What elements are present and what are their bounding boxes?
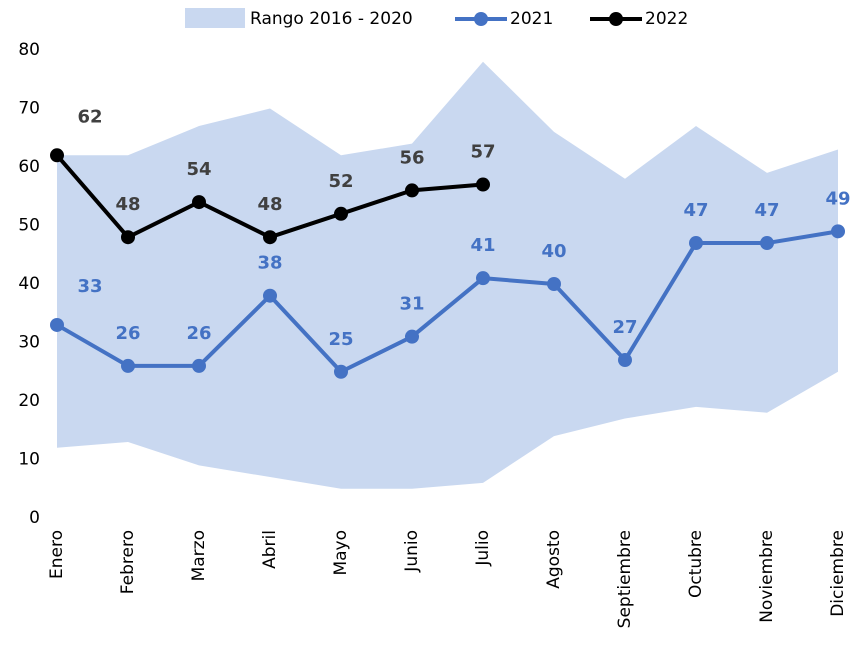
series-marker: [760, 236, 774, 251]
y-tick-label: 30: [18, 333, 40, 353]
data-label: 38: [257, 253, 282, 274]
x-tick-label: Agosto: [544, 530, 564, 589]
legend-label: Rango 2016 - 2020: [250, 9, 413, 29]
x-tick-label: Febrero: [118, 530, 138, 594]
data-label: 49: [825, 188, 850, 209]
range-band: [57, 61, 838, 489]
x-tick-label: Octubre: [686, 530, 706, 598]
series-marker: [121, 358, 135, 373]
data-label: 57: [470, 142, 495, 163]
y-tick-label: 70: [18, 99, 40, 119]
series-marker: [476, 271, 490, 286]
data-label: 56: [399, 147, 424, 168]
y-tick-label: 40: [18, 274, 40, 294]
y-tick-label: 20: [18, 391, 40, 411]
series-marker: [263, 288, 277, 303]
series-marker: [50, 148, 64, 163]
x-tick-label: Marzo: [189, 530, 209, 581]
x-tick-label: Julio: [473, 530, 493, 567]
series-marker: [121, 230, 135, 245]
y-tick-label: 50: [18, 216, 40, 236]
legend-label: 2021: [510, 9, 553, 29]
data-label: 26: [115, 323, 140, 344]
data-label: 54: [186, 159, 211, 180]
series-marker: [476, 177, 490, 192]
y-tick-label: 80: [18, 40, 40, 60]
x-tick-label: Abril: [260, 530, 280, 569]
data-label: 27: [612, 317, 637, 338]
x-tick-label: Diciembre: [828, 530, 848, 617]
x-tick-label: Noviembre: [757, 530, 777, 623]
series-marker: [689, 236, 703, 251]
data-label: 47: [683, 200, 708, 221]
data-label: 47: [754, 200, 779, 221]
series-line: [56, 229, 839, 374]
x-tick-label: Junio: [402, 530, 422, 573]
x-tick-label: Mayo: [331, 530, 351, 576]
series-marker: [334, 206, 348, 221]
data-label: 26: [186, 323, 211, 344]
data-label: 25: [328, 329, 353, 350]
series-marker: [405, 329, 419, 344]
series-marker: [192, 195, 206, 210]
data-label: 41: [470, 235, 495, 256]
data-label: 31: [399, 294, 424, 315]
series-marker: [618, 353, 632, 368]
series-marker: [831, 224, 845, 239]
series-marker: [192, 358, 206, 373]
y-tick-label: 10: [18, 450, 40, 470]
series-marker: [405, 183, 419, 198]
data-label: 52: [328, 171, 353, 192]
legend-marker: [609, 12, 623, 26]
y-tick-label: 60: [18, 157, 40, 177]
series-marker: [547, 277, 561, 291]
legend-marker: [474, 12, 488, 26]
data-label: 48: [115, 194, 140, 215]
y-tick-label: 0: [29, 508, 40, 528]
x-tick-label: Enero: [47, 530, 67, 579]
series-marker: [263, 230, 277, 245]
legend-label: 2022: [645, 9, 688, 29]
data-label: 40: [541, 241, 566, 262]
series-marker: [334, 364, 348, 379]
data-label: 62: [77, 106, 102, 127]
data-label: 48: [257, 194, 282, 215]
series-marker: [50, 317, 64, 332]
data-label: 33: [77, 276, 102, 297]
x-tick-label: Septiembre: [615, 530, 635, 628]
legend-swatch: [185, 8, 245, 28]
